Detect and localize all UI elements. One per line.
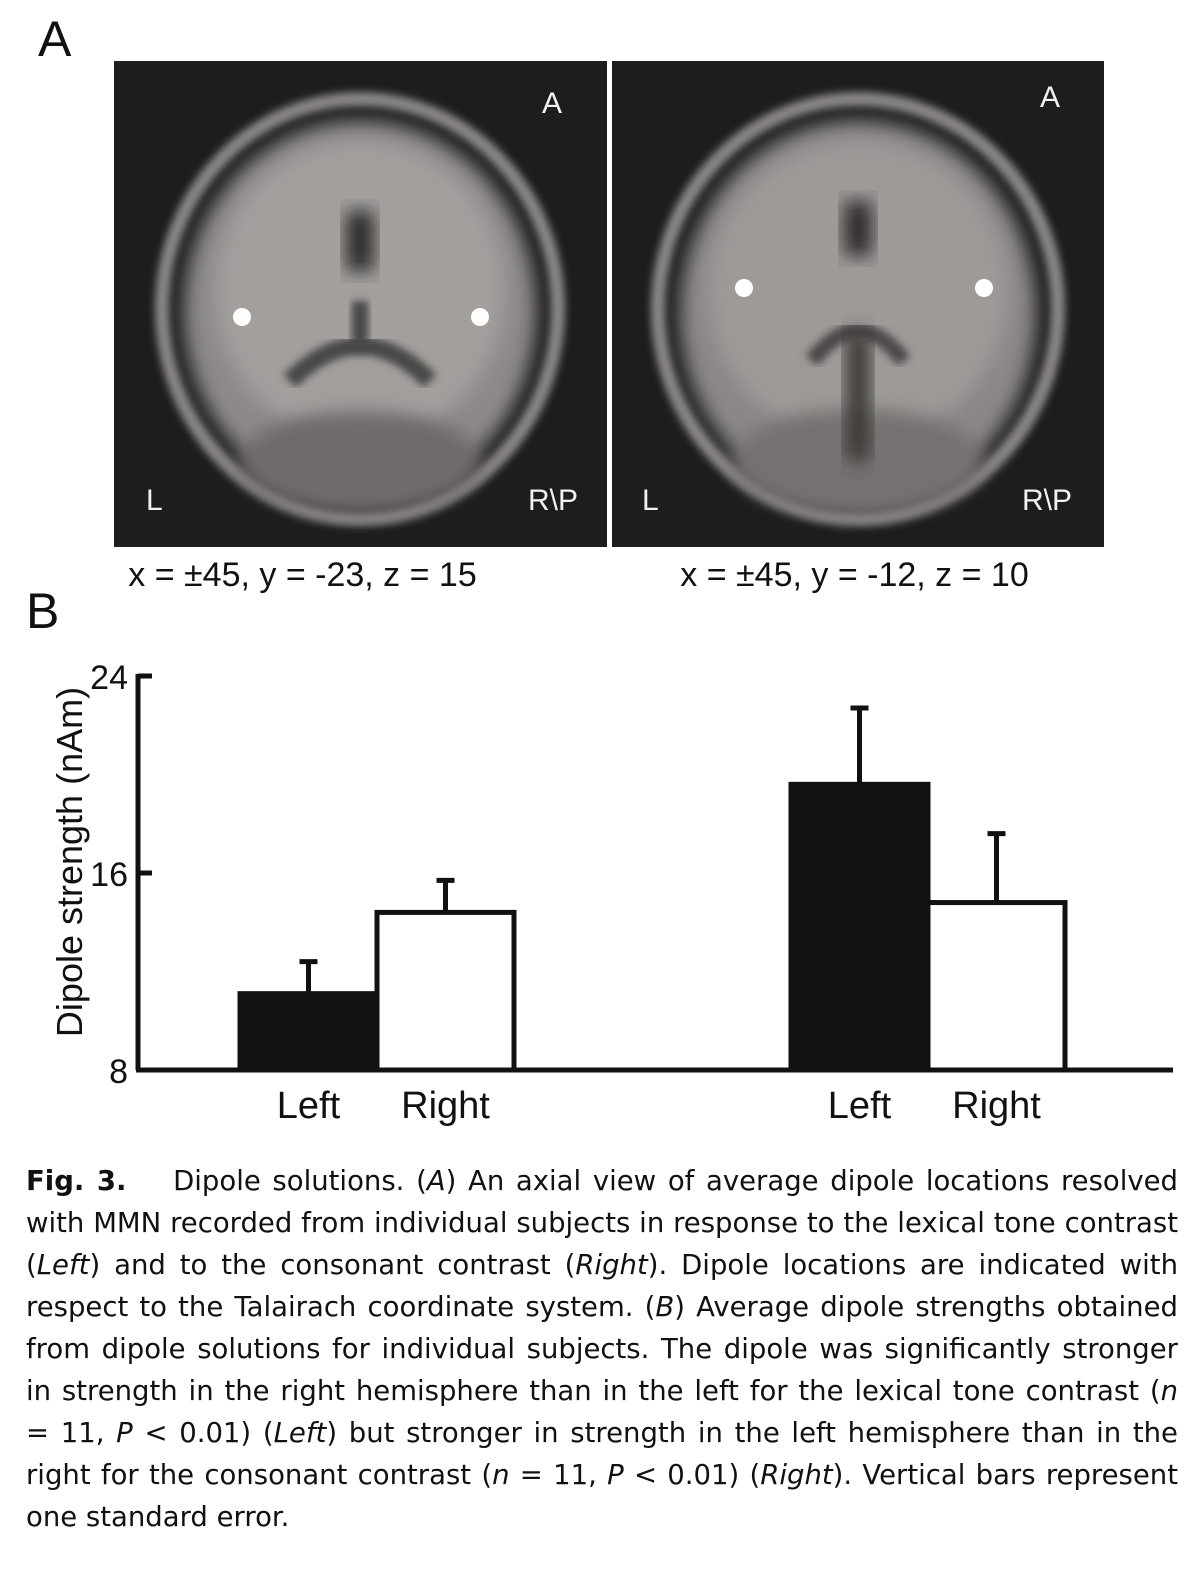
caption-text: ). Vertical bars represent one standard …	[26, 1459, 1178, 1533]
caption-italic: n	[1160, 1375, 1178, 1407]
panel-a-label: A	[38, 11, 72, 67]
coordinates-label-right: x = ±45, y = -12, z = 10	[680, 556, 1029, 594]
anterior-label: A	[1040, 81, 1061, 114]
caption-text: ) Average dipole strengths obtained from…	[26, 1291, 1178, 1407]
caption-text: < 0.01) (	[132, 1417, 274, 1449]
caption-italic: B	[655, 1291, 675, 1323]
figure-caption: Fig. 3. Dipole solutions. (A) An axial v…	[26, 1160, 1178, 1538]
dipole-strength-bar-chart: Dipole strength (nAm) 8 16 24 Left Right Lef…	[49, 659, 1173, 1127]
caption-italic: n	[492, 1459, 510, 1491]
bar-right	[925, 900, 1068, 1073]
brain-scan-graphic	[155, 92, 565, 526]
x-category-label: Left	[828, 1085, 892, 1127]
right-posterior-label: R\P	[1022, 484, 1073, 517]
figure-number: Fig. 3.	[26, 1165, 127, 1197]
caption-italic: Left	[36, 1249, 90, 1281]
panel-b-label: B	[26, 583, 60, 639]
x-category-label: Right	[952, 1085, 1041, 1127]
caption-text: < 0.01) (	[623, 1459, 761, 1491]
y-axis-title: Dipole strength (nAm)	[49, 687, 90, 1037]
dipole-marker-right	[975, 279, 993, 297]
x-category-label: Left	[277, 1085, 341, 1127]
y-tick-label: 16	[90, 856, 128, 894]
caption-text: ). Dipole locations are indicated with r…	[26, 1249, 1179, 1323]
coordinates-label-left: x = ±45, y = -23, z = 15	[128, 556, 477, 594]
dipole-marker-right	[471, 308, 489, 326]
y-tick-label: 24	[90, 659, 128, 697]
caption-italic: P	[607, 1459, 624, 1491]
dipole-marker-left	[233, 308, 251, 326]
y-tick-label: 8	[109, 1053, 128, 1091]
dipole-marker-left	[735, 279, 753, 297]
mri-axial-image-left: A L R\P	[114, 61, 607, 547]
mri-axial-image-right: A L R\P	[612, 61, 1104, 547]
left-label: L	[146, 484, 163, 517]
right-posterior-label: R\P	[528, 484, 579, 517]
bar-left	[788, 781, 931, 1073]
caption-italic: Left	[273, 1417, 327, 1449]
bar-right	[374, 909, 517, 1073]
caption-text: = 11,	[26, 1417, 117, 1449]
x-category-label: Right	[401, 1085, 490, 1127]
caption-italic: Right	[575, 1249, 648, 1281]
caption-text: ) and to the consonant contrast (	[89, 1249, 576, 1281]
caption-text: ) but stronger in strength in the left h…	[26, 1417, 1178, 1491]
caption-italic: A	[426, 1165, 446, 1197]
brain-scan-graphic	[651, 92, 1065, 526]
caption-text: = 11,	[509, 1459, 608, 1491]
caption-text: ) An axial view of average dipole locati…	[26, 1165, 1179, 1281]
anterior-label: A	[542, 87, 563, 120]
bar-left	[237, 991, 380, 1073]
caption-text: Dipole solutions. (	[173, 1165, 427, 1197]
left-label: L	[642, 484, 659, 517]
caption-italic: P	[116, 1417, 133, 1449]
caption-italic: Right	[760, 1459, 833, 1491]
